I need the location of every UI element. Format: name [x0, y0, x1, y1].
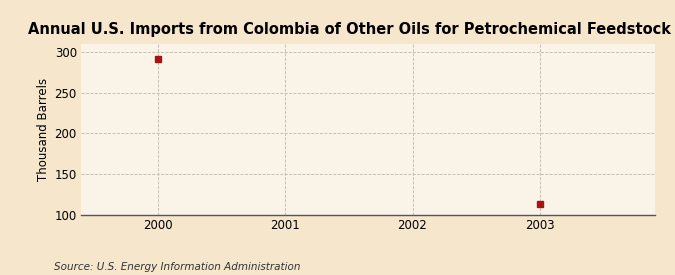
Y-axis label: Thousand Barrels: Thousand Barrels: [37, 78, 51, 181]
Title: Annual U.S. Imports from Colombia of Other Oils for Petrochemical Feedstock Use: Annual U.S. Imports from Colombia of Oth…: [28, 22, 675, 37]
Text: Source: U.S. Energy Information Administration: Source: U.S. Energy Information Administ…: [54, 262, 300, 272]
